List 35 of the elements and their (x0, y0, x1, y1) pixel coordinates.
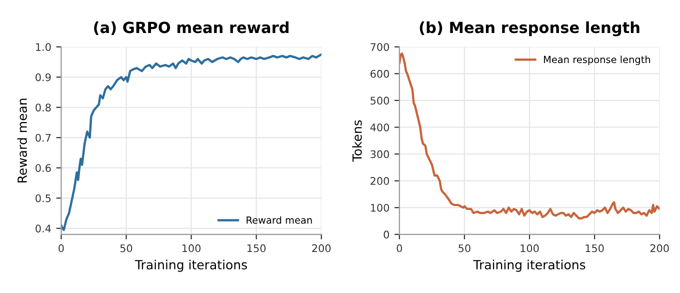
x-tick-label: 150 (586, 244, 604, 252)
x-tick-label: 150 (248, 244, 266, 252)
x-tick-label: 200 (650, 244, 669, 252)
y-tick-label: 0.8 (36, 104, 51, 112)
x-tick-label: 100 (182, 244, 201, 252)
x-tick-label: 100 (520, 244, 539, 252)
x-tick-label: 50 (458, 244, 470, 252)
y-tick-label: 0 (384, 230, 390, 239)
y-tick-label: 0.4 (36, 224, 51, 232)
y-tick-label: 300 (370, 150, 390, 158)
y-tick-label: 1.0 (36, 43, 51, 51)
y-axis-title: Tokens (352, 120, 362, 162)
chart-title: (b) Mean response length (420, 21, 640, 36)
line-series (399, 52, 660, 220)
legend-label: Mean response length (544, 56, 650, 66)
y-tick-label: 500 (370, 96, 390, 105)
x-tick-label: 0 (58, 244, 64, 252)
x-tick-label: 0 (396, 244, 402, 252)
x-tick-label: 200 (312, 244, 331, 252)
y-tick-label: 200 (370, 177, 390, 185)
y-tick-label: 0.9 (36, 73, 51, 82)
y-tick-label: 0.6 (36, 164, 51, 172)
y-tick-label: 100 (370, 204, 390, 212)
legend-label: Reward mean (246, 216, 312, 224)
chart-title: (a) GRPO mean reward (94, 21, 288, 36)
x-tick-label: 50 (120, 244, 132, 252)
y-tick-label: 400 (370, 123, 390, 132)
y-tick-label: 0.7 (36, 134, 51, 142)
y-axis-title: Reward mean (17, 98, 27, 182)
x-axis-title: Training iterations (473, 260, 586, 272)
y-tick-label: 600 (370, 70, 390, 78)
line-series (61, 53, 322, 231)
x-axis-title: Training iterations (134, 260, 247, 272)
y-tick-label: 0.5 (36, 194, 51, 202)
y-tick-label: 700 (370, 43, 390, 51)
